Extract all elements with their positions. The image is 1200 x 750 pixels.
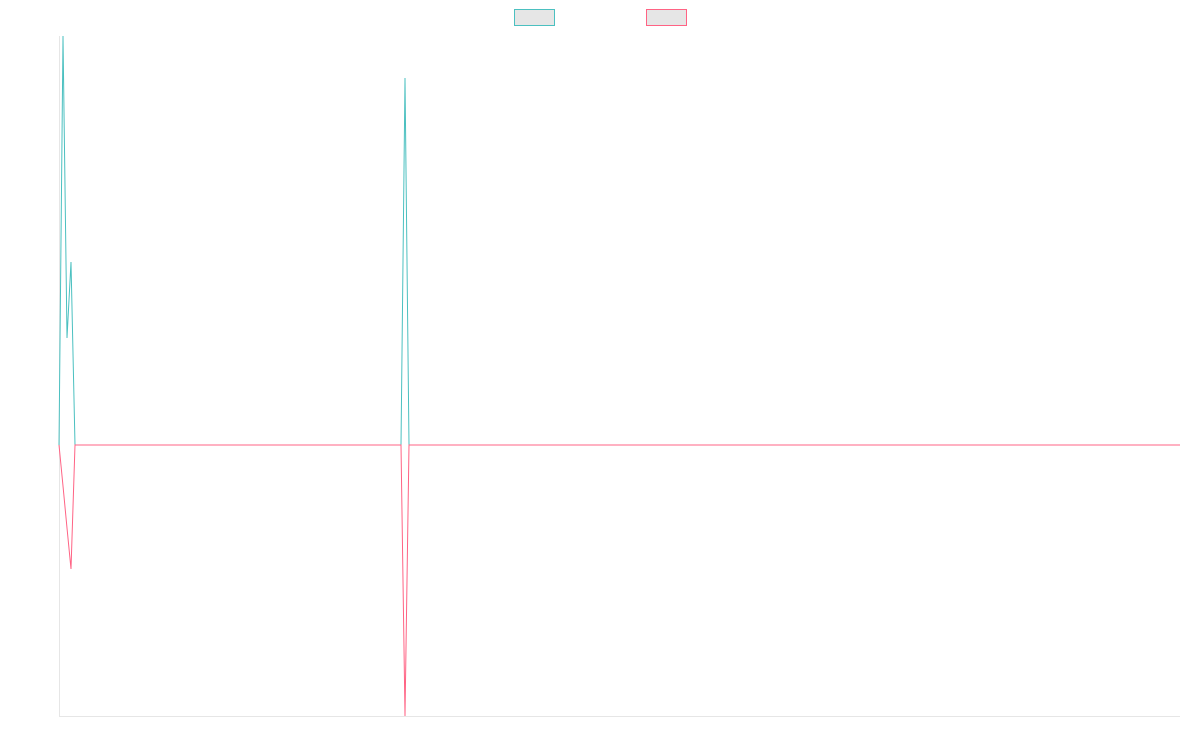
legend-swatch[interactable]: [646, 9, 687, 26]
series-line: [58, 444, 1180, 717]
series-line: [58, 35, 1180, 446]
legend-swatch[interactable]: [514, 9, 555, 26]
